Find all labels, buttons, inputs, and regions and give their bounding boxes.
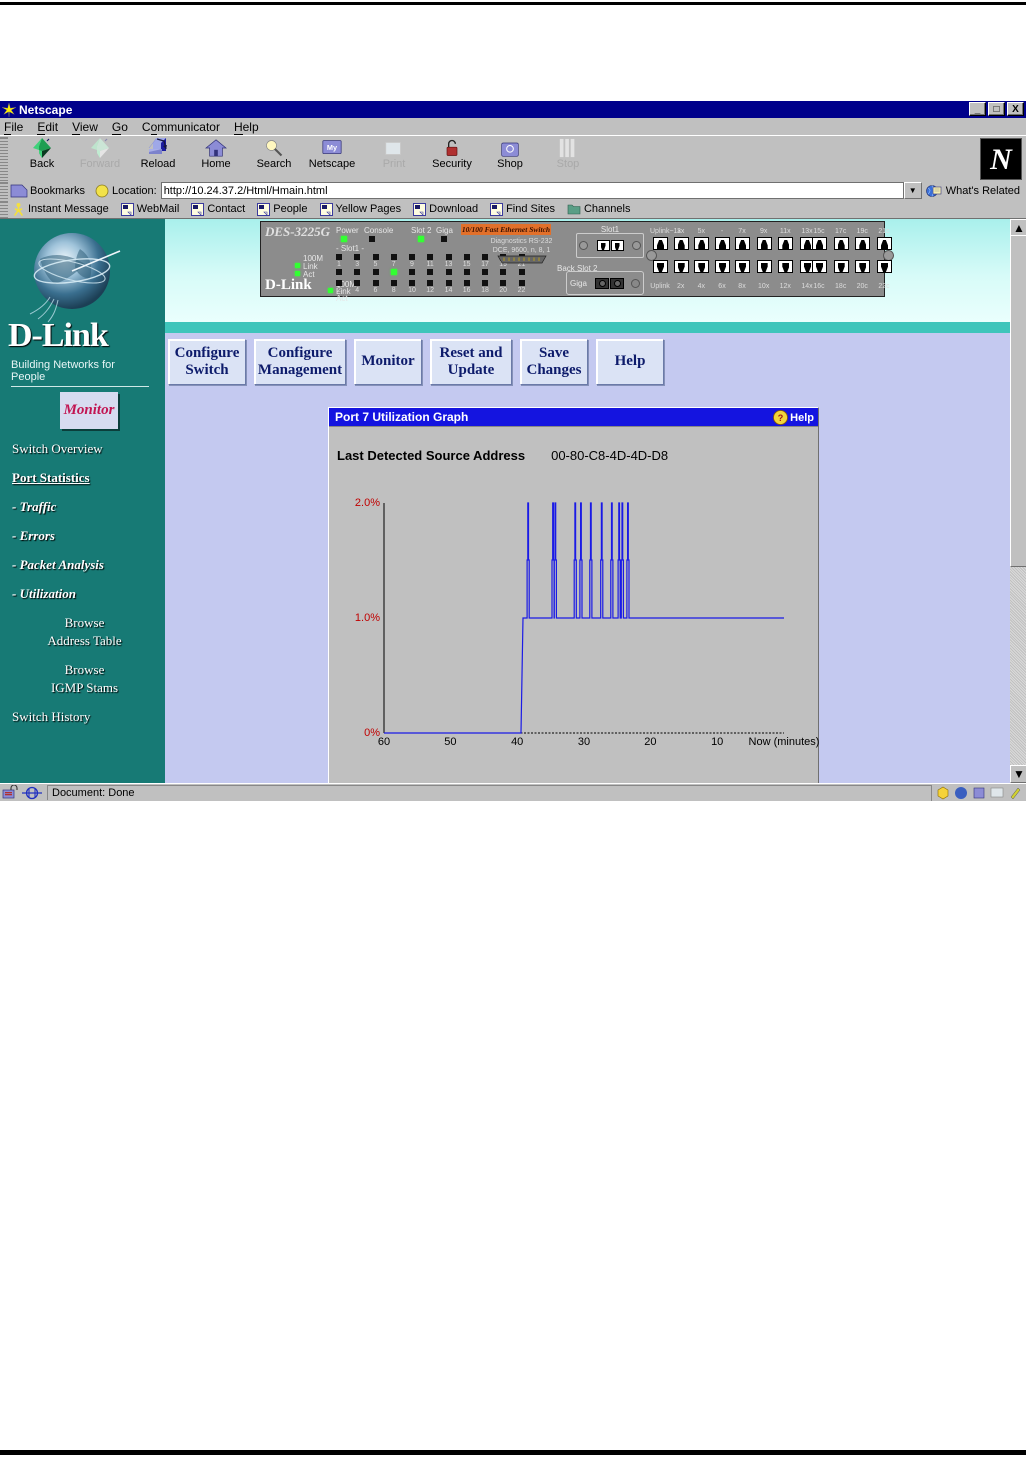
- svg-text:?: ?: [778, 413, 784, 423]
- svg-text:My: My: [327, 143, 338, 152]
- svg-text:N: N: [989, 143, 1013, 176]
